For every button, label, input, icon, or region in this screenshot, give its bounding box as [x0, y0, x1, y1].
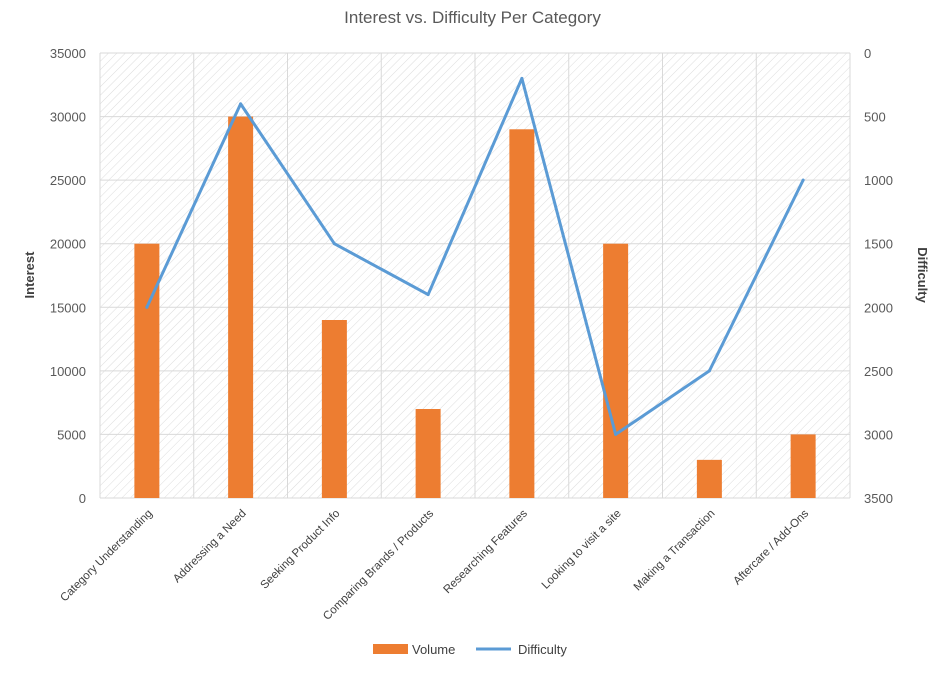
y-right-axis-title: Difficulty: [915, 247, 930, 303]
point-difficulty: [801, 178, 805, 182]
x-category-label: Aftercare / Add-Ons: [731, 507, 811, 587]
x-category-label: Comparing Brands / Products: [321, 507, 436, 622]
point-difficulty: [239, 102, 243, 106]
bar-volume: [509, 129, 535, 499]
bar-volume: [696, 459, 722, 498]
x-category-label: Seeking Product Info: [259, 508, 343, 592]
y-left-tick-label: 35000: [50, 46, 86, 61]
bar-volume: [603, 243, 629, 498]
y-right-tick-label: 500: [864, 110, 886, 125]
y-left-tick-label: 5000: [57, 427, 86, 442]
x-category-label: Addressing a Need: [171, 508, 249, 586]
y-right-tick-label: 2500: [864, 364, 893, 379]
x-category-label: Category Understanding: [58, 508, 155, 605]
point-difficulty: [426, 293, 430, 297]
y-right-tick-label: 1500: [864, 237, 893, 252]
point-difficulty: [332, 242, 336, 246]
x-category-label: Researching Features: [441, 507, 530, 596]
y-right-tick-label: 0: [864, 46, 871, 61]
line-difficulty: [145, 76, 805, 436]
point-difficulty: [614, 432, 618, 436]
legend-label-difficulty: Difficulty: [518, 642, 567, 657]
y-left-tick-label: 30000: [50, 110, 86, 125]
y-left-tick-label: 20000: [50, 237, 86, 252]
y-right-tick-label: 2000: [864, 300, 893, 315]
y-right-tick-label: 1000: [864, 173, 893, 188]
point-difficulty: [520, 76, 524, 80]
y-left-tick-label: 25000: [50, 173, 86, 188]
point-difficulty: [145, 305, 149, 309]
bar-volume: [415, 409, 441, 498]
y-left-axis-title: Interest: [22, 251, 37, 299]
x-category-label: Looking to visit a site: [540, 508, 624, 592]
bar-volume: [321, 320, 347, 498]
chart-title: Interest vs. Difficulty Per Category: [344, 8, 601, 27]
y-left-tick-label: 15000: [50, 300, 86, 315]
y-right-tick-label: 3500: [864, 491, 893, 506]
y-left-tick-label: 10000: [50, 364, 86, 379]
bar-volume: [228, 116, 254, 499]
legend-label-volume: Volume: [412, 642, 455, 657]
point-difficulty: [707, 369, 711, 373]
bar-volume: [790, 434, 816, 498]
bar-volume: [134, 243, 160, 498]
y-left-tick-label: 0: [79, 491, 86, 506]
x-category-label: Making a Transaction: [632, 508, 718, 594]
y-right-tick-label: 3000: [864, 427, 893, 442]
legend-swatch-volume: [373, 644, 408, 654]
